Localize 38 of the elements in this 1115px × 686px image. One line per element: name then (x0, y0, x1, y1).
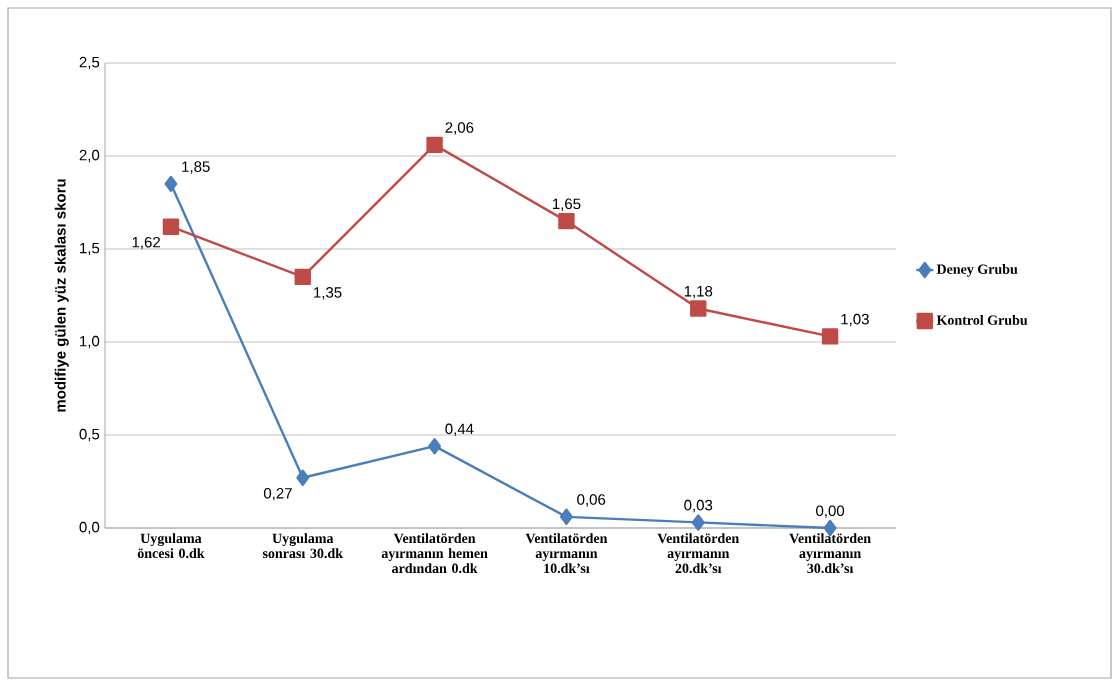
point (691, 514, 705, 531)
y-axis-title: modifiye gülen yüz skalası skoru (54, 179, 69, 412)
x-tick-label: Ventilatörden ayırmanın 10.dk’sı (525, 533, 608, 574)
point (162, 218, 180, 235)
y-tick-label: 0,5 (79, 428, 100, 442)
x-tick-label: Ventilatörden ayırmanın 20.dk’sı (657, 533, 740, 574)
data-label: 1,65 (552, 198, 581, 211)
y-tick-label: 0,0 (79, 521, 100, 535)
point (426, 136, 443, 154)
data-label: 0,06 (577, 494, 606, 507)
data-label: 1,85 (182, 161, 210, 174)
point (296, 469, 310, 486)
data-label: 1,35 (314, 287, 342, 300)
data-label: 1,18 (684, 285, 713, 299)
x-tick-label: Ventilatörden ayırmanın hemen ardından 0.dk (381, 533, 488, 574)
x-tick-label: Ventilatörden ayırmanın 30.dk’sı (789, 533, 871, 574)
point (821, 328, 839, 345)
data-label: 0,00 (816, 505, 845, 518)
data-label: 0,44 (445, 423, 474, 436)
point (294, 268, 311, 286)
point (690, 300, 707, 317)
point (558, 212, 575, 230)
data-label: 0,03 (684, 499, 713, 513)
data-label: 2,06 (445, 122, 474, 135)
y-tick-label: 2,0 (79, 149, 100, 163)
point (559, 508, 573, 526)
point (164, 175, 178, 193)
data-label: 1,62 (132, 236, 160, 250)
y-tick-label: 1,5 (80, 242, 100, 256)
x-tick-label: Uygulama sonrası 30.dk (262, 533, 343, 559)
x-tick-label: Uygulama öncesi 0.dk (137, 533, 205, 559)
data-label: 1,03 (841, 313, 869, 327)
y-tick-label: 2,5 (79, 56, 100, 70)
legend-label: Kontrol Grubu (936, 314, 1028, 325)
point (428, 437, 442, 455)
legend-label: Deney Grubu (936, 264, 1018, 277)
data-label: 0,27 (263, 487, 292, 501)
y-tick-label: 1,0 (80, 335, 100, 349)
